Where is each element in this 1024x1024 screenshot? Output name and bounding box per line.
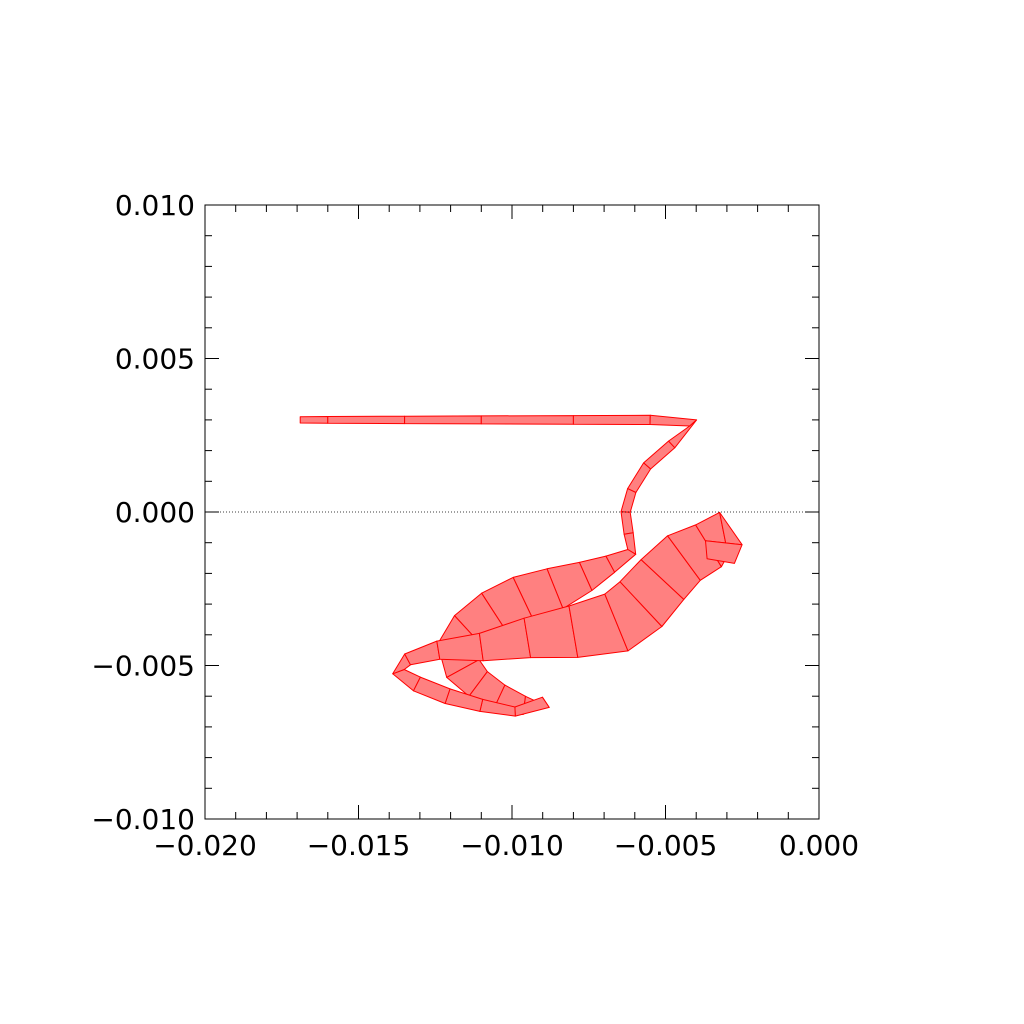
- ribbon-segment: [327, 415, 406, 425]
- ribbon-segment: [412, 676, 451, 704]
- plot-frame: [204, 204, 820, 820]
- y-tick-label: 0.000: [115, 496, 195, 529]
- x-tick-label: −0.015: [307, 829, 411, 862]
- ribbon-segment: [620, 488, 637, 513]
- axis-ticks: [204, 204, 820, 820]
- ribbon-segment: [299, 416, 329, 424]
- ribbon-segment: [572, 414, 651, 425]
- x-tick-label: −0.010: [460, 829, 564, 862]
- ribbon-layer: [299, 414, 743, 717]
- ribbon-segment: [404, 640, 441, 666]
- x-axis-tick-labels: −0.020 −0.015 −0.010 −0.005 0.000: [153, 829, 859, 862]
- x-tick-label: 0.000: [779, 829, 859, 862]
- x-tick-label: −0.005: [614, 829, 718, 862]
- ribbon-segment: [620, 511, 634, 535]
- ribbon-segment: [705, 540, 743, 564]
- ribbon-segment: [643, 440, 676, 470]
- x-tick-label: −0.020: [153, 829, 257, 862]
- ribbon-segment: [649, 414, 698, 427]
- y-tick-label: 0.005: [115, 343, 195, 376]
- ribbon-segment: [480, 415, 574, 425]
- ribbon-segment: [627, 462, 652, 493]
- y-tick-label: 0.010: [115, 189, 195, 222]
- y-tick-label: −0.010: [91, 803, 195, 836]
- ribbon-segment: [404, 415, 482, 425]
- y-tick-label: −0.005: [91, 650, 195, 683]
- y-axis-tick-labels: −0.010 −0.005 0.000 0.005 0.010: [91, 189, 195, 836]
